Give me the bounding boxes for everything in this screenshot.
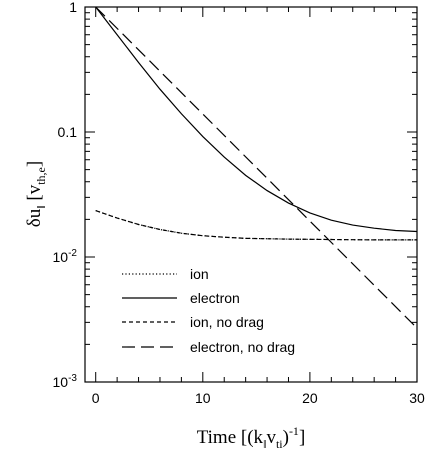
series-line-1: [95, 6, 418, 233]
y-tick-label: 10-3: [53, 373, 78, 390]
x-tick-label: 30: [409, 390, 425, 406]
legend: ion electron ion, no drag electron, no drag: [122, 266, 295, 355]
legend-label: ion: [190, 266, 209, 282]
tick-marks: [85, 6, 418, 383]
legend-label: electron: [190, 290, 240, 306]
x-tick-label: 10: [195, 390, 211, 406]
legend-label: electron, no drag: [190, 339, 295, 355]
y-tick-label: 0.1: [58, 124, 78, 140]
x-tick-label: 20: [302, 390, 318, 406]
y-tick-label: 10-2: [53, 248, 78, 265]
series-line-2: [95, 210, 417, 241]
y-tick-label: 1: [69, 0, 77, 15]
legend-label: ion, no drag: [190, 314, 264, 330]
y-axis-title: δu‖ [vth,e]: [24, 161, 48, 227]
x-tick-label: 0: [92, 390, 100, 406]
series-layer: [95, 6, 418, 329]
series-line-3: [95, 6, 418, 329]
tick-labels: 0 10 20 30 1 0.1 10-2 10-3: [53, 0, 425, 406]
x-axis-title: Time [(k‖vti)-1]: [197, 424, 306, 451]
plot-frame: [84, 6, 418, 383]
